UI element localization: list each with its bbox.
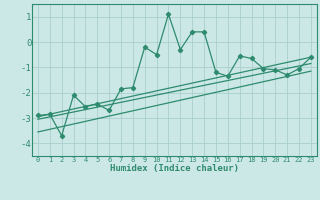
X-axis label: Humidex (Indice chaleur): Humidex (Indice chaleur) — [110, 164, 239, 173]
